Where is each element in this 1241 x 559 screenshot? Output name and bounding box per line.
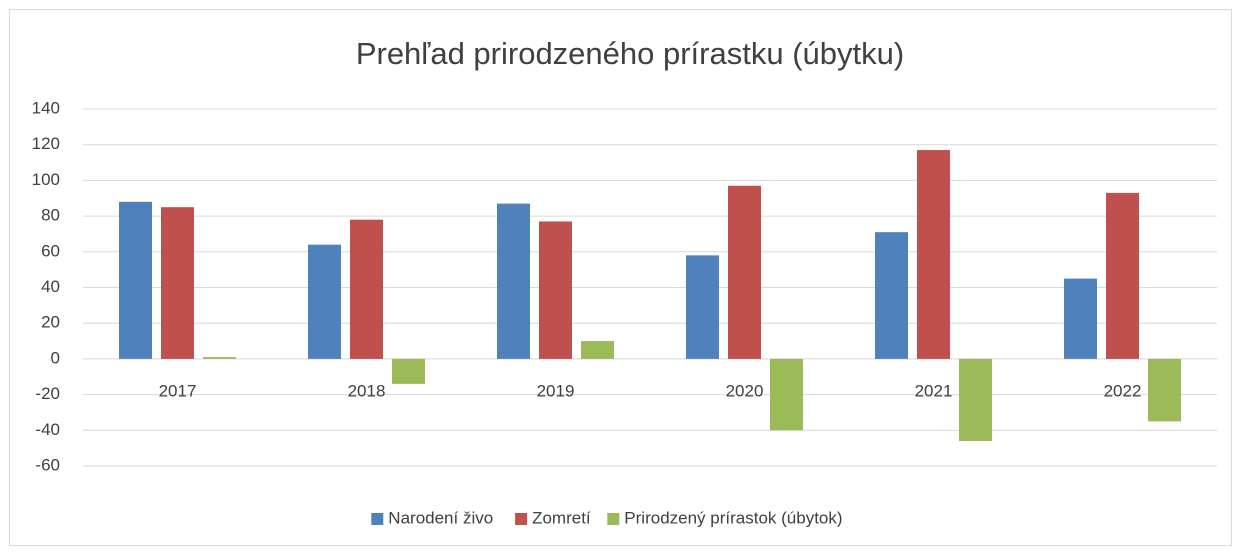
bar: [686, 255, 719, 359]
legend-swatch: [607, 513, 620, 525]
bar: [1148, 358, 1181, 422]
y-tick-label: -40: [35, 420, 60, 439]
bar: [1106, 192, 1139, 359]
legend-label: Narodení živo: [388, 508, 493, 527]
bar: [203, 357, 236, 359]
bar: [875, 232, 908, 359]
legend-swatch: [515, 513, 528, 525]
bar: [581, 341, 614, 359]
bar: [119, 201, 152, 359]
legend-label: Zomretí: [532, 508, 591, 527]
bar: [497, 203, 530, 359]
bar: [917, 150, 950, 359]
bar: [350, 219, 383, 359]
bar: [392, 358, 425, 384]
y-tick-label: 0: [51, 348, 60, 367]
bar: [161, 207, 194, 359]
bar: [308, 244, 341, 359]
y-tick-label: 140: [32, 98, 60, 117]
bar: [1064, 278, 1097, 359]
chart-border: [9, 9, 1232, 546]
bar: [728, 185, 761, 359]
y-tick-label: 40: [41, 277, 60, 296]
bar: [959, 358, 992, 442]
y-tick-label: -60: [35, 455, 60, 474]
y-tick-label: 60: [41, 241, 60, 260]
legend-swatch: [371, 513, 384, 525]
x-tick-label: 2021: [915, 381, 953, 400]
x-tick-label: 2020: [726, 381, 764, 400]
y-tick-label: -20: [35, 384, 60, 403]
legend-label: Prirodzený prírastok (úbytok): [624, 508, 842, 527]
x-tick-label: 2019: [537, 381, 575, 400]
y-tick-label: 120: [32, 134, 60, 153]
bar: [539, 221, 572, 359]
x-tick-label: 2022: [1104, 381, 1142, 400]
y-tick-label: 80: [41, 206, 60, 225]
x-tick-label: 2018: [348, 381, 386, 400]
chart-title: Prehľad prirodzeného prírastku (úbytku): [356, 36, 904, 71]
y-tick-label: 20: [41, 313, 60, 332]
y-tick-label: 100: [32, 170, 60, 189]
bar: [770, 358, 803, 431]
x-tick-label: 2017: [159, 381, 197, 400]
